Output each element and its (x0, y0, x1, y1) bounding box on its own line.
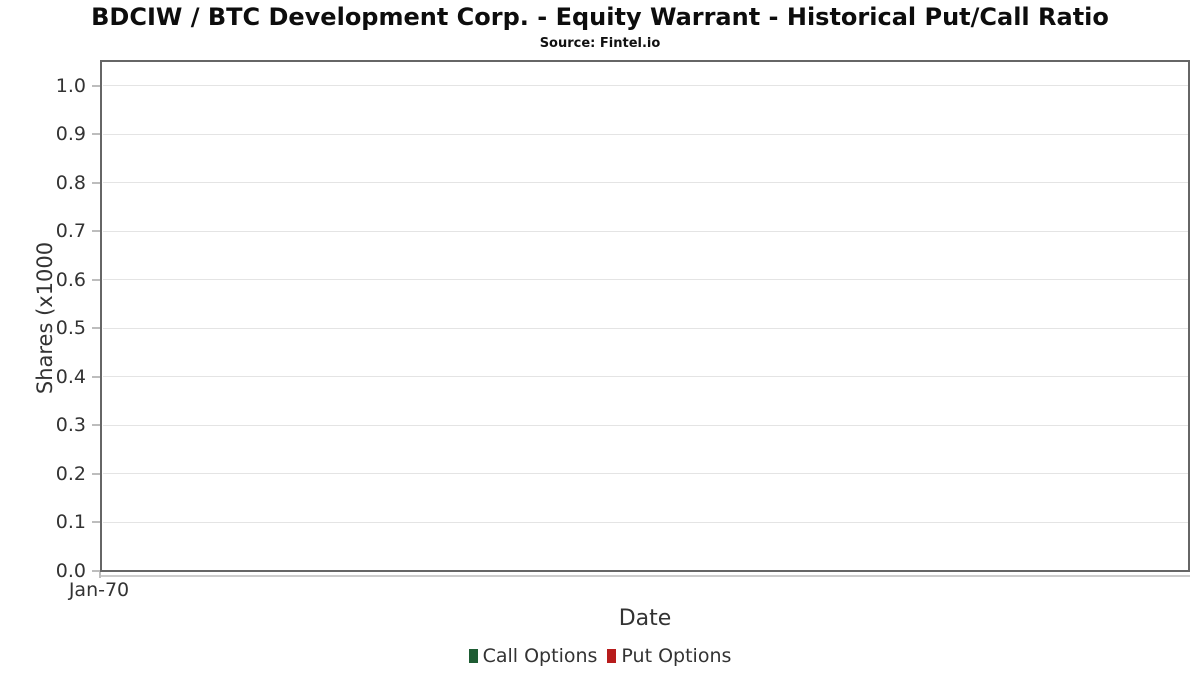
legend-item-label: Put Options (621, 645, 732, 667)
legend-item-call-options[interactable]: Call Options (468, 645, 598, 667)
y-tick (92, 327, 100, 330)
y-tick (92, 472, 100, 475)
y-tick-label: 0.7 (55, 220, 86, 243)
y-tick-label: 1.0 (55, 74, 86, 97)
x-axis-title: Date (618, 606, 672, 631)
x-axis-line (100, 575, 1190, 577)
y-tick (92, 375, 100, 378)
y-tick (92, 521, 100, 524)
gridline (103, 327, 1188, 329)
y-tick-label: 0.9 (55, 123, 86, 146)
y-tick (92, 424, 100, 427)
plot-area (100, 60, 1190, 572)
y-tick (92, 278, 100, 281)
y-tick-label: 0.4 (55, 365, 86, 388)
y-tick-label: 0.5 (55, 317, 86, 340)
gridline (103, 424, 1188, 426)
y-tick-label: 0.1 (55, 511, 86, 534)
x-tick-label: Jan-70 (68, 579, 130, 601)
gridline (103, 85, 1188, 86)
gridline (103, 230, 1188, 232)
y-tick-label: 0.3 (55, 414, 86, 437)
x-tick (99, 572, 101, 578)
legend: Call Options Put Options (0, 645, 1200, 667)
y-tick-label: 0.6 (55, 268, 86, 291)
chart-title: BDCIW / BTC Development Corp. - Equity W… (91, 3, 1109, 31)
y-tick (92, 84, 100, 87)
y-tick-label: 0.0 (55, 560, 86, 582)
gridline (103, 133, 1188, 135)
y-tick (92, 133, 100, 136)
legend-item-label: Call Options (482, 645, 598, 667)
y-tick (92, 181, 100, 184)
legend-item-put-options[interactable]: Put Options (607, 645, 731, 667)
call-options-swatch (468, 649, 478, 663)
gridline (103, 182, 1188, 184)
gridline (103, 376, 1188, 378)
gridline (103, 473, 1188, 475)
put-options-swatch (607, 649, 617, 663)
gridline (103, 279, 1188, 281)
y-tick-label: 0.2 (55, 462, 86, 485)
y-tick-label: 0.8 (55, 171, 86, 194)
gridline (103, 521, 1188, 523)
chart-subtitle: Source: Fintel.io (539, 36, 661, 51)
y-tick (92, 230, 100, 233)
y-tick (92, 570, 100, 572)
